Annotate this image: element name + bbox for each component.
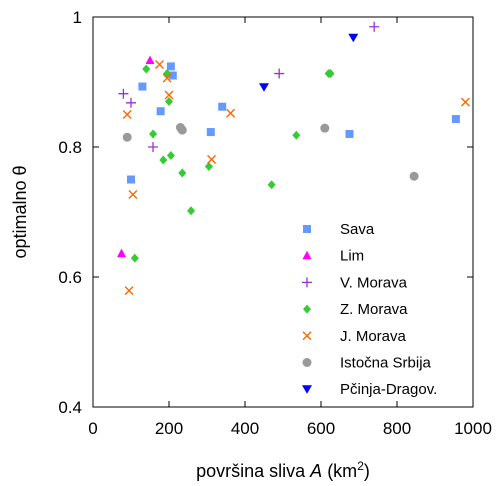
data-point bbox=[162, 73, 172, 83]
series-Lim bbox=[117, 55, 155, 258]
data-point bbox=[259, 83, 269, 92]
data-point bbox=[126, 97, 136, 108]
data-point bbox=[187, 206, 196, 216]
series-Pčinja-Dragov. bbox=[259, 33, 359, 92]
legend-label: V. Morava bbox=[340, 274, 408, 291]
legend-marker bbox=[302, 385, 312, 394]
data-point bbox=[451, 115, 460, 124]
data-point bbox=[130, 253, 139, 263]
legend-marker bbox=[303, 225, 311, 233]
data-point bbox=[168, 71, 177, 80]
data-point bbox=[149, 129, 158, 139]
data-point bbox=[148, 142, 159, 152]
legend-label: Z. Morava bbox=[340, 301, 408, 318]
data-point bbox=[274, 68, 285, 79]
data-point bbox=[177, 125, 187, 135]
data-point bbox=[138, 82, 147, 91]
data-marks bbox=[117, 21, 470, 296]
series-Z. Morava bbox=[130, 64, 335, 263]
legend-label: Pčinja-Dragov. bbox=[340, 381, 437, 398]
data-point bbox=[145, 55, 155, 65]
x-axis-title: površina sliva A (km2) bbox=[196, 459, 370, 481]
data-point bbox=[124, 286, 134, 296]
x-tick-label: 0 bbox=[88, 419, 97, 438]
legend-marker bbox=[302, 358, 312, 367]
data-point bbox=[218, 102, 227, 111]
data-point bbox=[178, 168, 187, 178]
axis-ticks: 0 200 400 600 800 1000 0.4 0.6 0.8 1 bbox=[58, 8, 492, 438]
data-point bbox=[226, 108, 236, 118]
y-tick-label: 0.4 bbox=[58, 398, 82, 417]
x-tick-label: 800 bbox=[383, 419, 411, 438]
data-point bbox=[118, 88, 129, 99]
data-point bbox=[166, 62, 175, 71]
legend: Sava Lim V. Morava Z. Morava J. Morava Istočn… bbox=[302, 221, 437, 398]
data-point bbox=[345, 130, 354, 138]
data-point bbox=[204, 162, 213, 171]
legend-marker bbox=[302, 277, 312, 288]
data-point bbox=[409, 171, 419, 181]
legend-label: J. Morava bbox=[340, 328, 407, 345]
data-point bbox=[206, 128, 215, 137]
data-point bbox=[164, 90, 174, 100]
y-axis-title: optimalno θ bbox=[10, 165, 30, 258]
series-V. Morava bbox=[118, 21, 380, 152]
data-point bbox=[142, 64, 151, 74]
legend-marker bbox=[302, 250, 312, 260]
x-tick-label: 600 bbox=[307, 419, 335, 438]
x-tick-label: 400 bbox=[231, 419, 259, 438]
data-point bbox=[156, 107, 165, 116]
data-point bbox=[166, 150, 175, 160]
data-point bbox=[122, 110, 132, 119]
series-Sava bbox=[127, 62, 460, 184]
series-J. Morava bbox=[122, 59, 470, 296]
y-tick-label: 1 bbox=[73, 8, 82, 27]
data-point bbox=[155, 59, 164, 69]
legend-marker bbox=[303, 304, 311, 314]
data-point bbox=[207, 154, 217, 164]
data-point bbox=[127, 175, 135, 184]
y-tick-label: 0.8 bbox=[58, 138, 82, 157]
data-point bbox=[128, 189, 138, 199]
legend-label: Istočna Srbija bbox=[340, 355, 432, 372]
legend-label: Sava bbox=[340, 221, 375, 238]
legend-marker bbox=[302, 331, 312, 341]
x-tick-label: 200 bbox=[155, 419, 183, 438]
data-point bbox=[348, 33, 359, 43]
data-point bbox=[165, 97, 173, 106]
y-tick-label: 0.6 bbox=[58, 268, 82, 287]
data-point bbox=[122, 132, 132, 142]
data-point bbox=[460, 97, 470, 107]
data-point bbox=[292, 130, 301, 140]
data-point bbox=[320, 123, 330, 133]
data-point bbox=[267, 180, 276, 190]
data-point bbox=[117, 248, 126, 258]
plot-frame bbox=[92, 16, 474, 408]
data-point bbox=[326, 69, 335, 79]
x-tick-label: 1000 bbox=[454, 419, 492, 438]
series-Istočna Srbija bbox=[122, 123, 419, 181]
data-point bbox=[369, 21, 380, 32]
data-point bbox=[159, 155, 168, 165]
legend-label: Lim bbox=[340, 248, 364, 265]
